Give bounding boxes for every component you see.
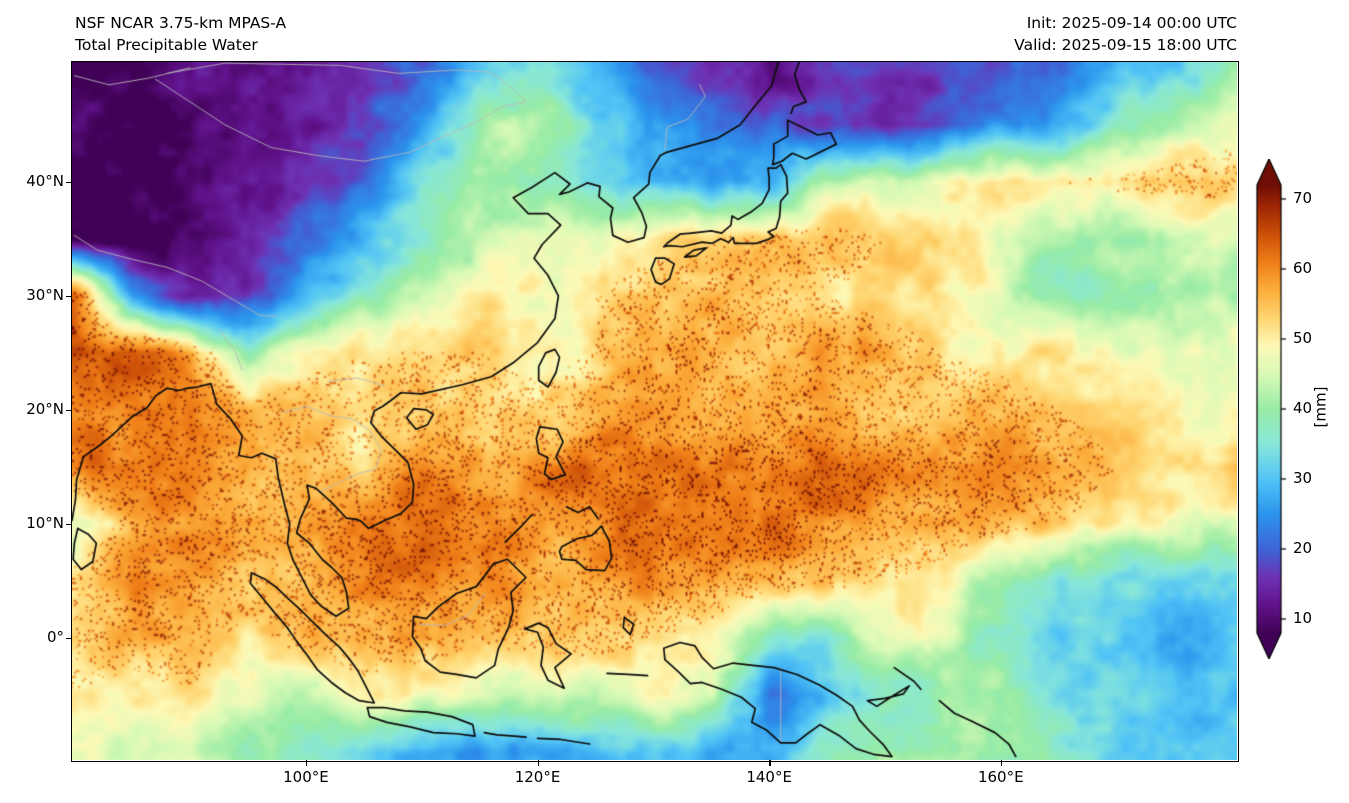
init-time: Init: 2025-09-14 00:00 UTC (1026, 14, 1237, 32)
y-tick-mark (66, 409, 72, 412)
x-tick-mark (305, 760, 308, 766)
x-tick-mark (1000, 760, 1003, 766)
y-tick-label: 30°N (26, 285, 64, 304)
y-tick-mark (66, 523, 72, 526)
colorbar-unit-label: [mm] (1311, 386, 1330, 428)
plot-times: Init: 2025-09-14 00:00 UTC Valid: 2025-0… (1014, 12, 1237, 56)
y-tick-label: 20°N (26, 399, 64, 418)
colorbar-canvas (1253, 159, 1287, 659)
x-tick-label: 140°E (746, 768, 792, 786)
x-tick-label: 120°E (514, 768, 561, 786)
plot-title: NSF NCAR 3.75-km MPAS-A Total Precipitab… (75, 12, 286, 56)
colorbar-tick-label: 50 (1293, 329, 1313, 347)
colorbar-tick-label: 70 (1293, 189, 1313, 207)
y-tick-label: 0° (46, 627, 64, 646)
colorbar-tick-label: 40 (1293, 399, 1313, 417)
tpw-map-canvas (72, 62, 1237, 760)
valid-time: Valid: 2025-09-15 18:00 UTC (1014, 36, 1237, 54)
y-tick-mark (66, 181, 72, 184)
y-tick-mark (66, 637, 72, 640)
model-name: NSF NCAR 3.75-km MPAS-A (75, 14, 287, 32)
y-tick-mark (66, 295, 72, 298)
y-tick-label: 40°N (26, 171, 64, 190)
x-tick-label: 160°E (977, 768, 1024, 786)
x-tick-mark (537, 760, 540, 766)
colorbar-tick-label: 10 (1293, 609, 1313, 627)
colorbar-tick-label: 60 (1293, 259, 1313, 277)
x-tick-mark (769, 760, 771, 766)
field-name: Total Precipitable Water (75, 36, 258, 54)
colorbar-tick-label: 20 (1293, 539, 1313, 557)
x-tick-label: 100°E (283, 768, 329, 786)
y-tick-label: 10°N (26, 513, 64, 532)
colorbar-tick-label: 30 (1293, 469, 1313, 487)
